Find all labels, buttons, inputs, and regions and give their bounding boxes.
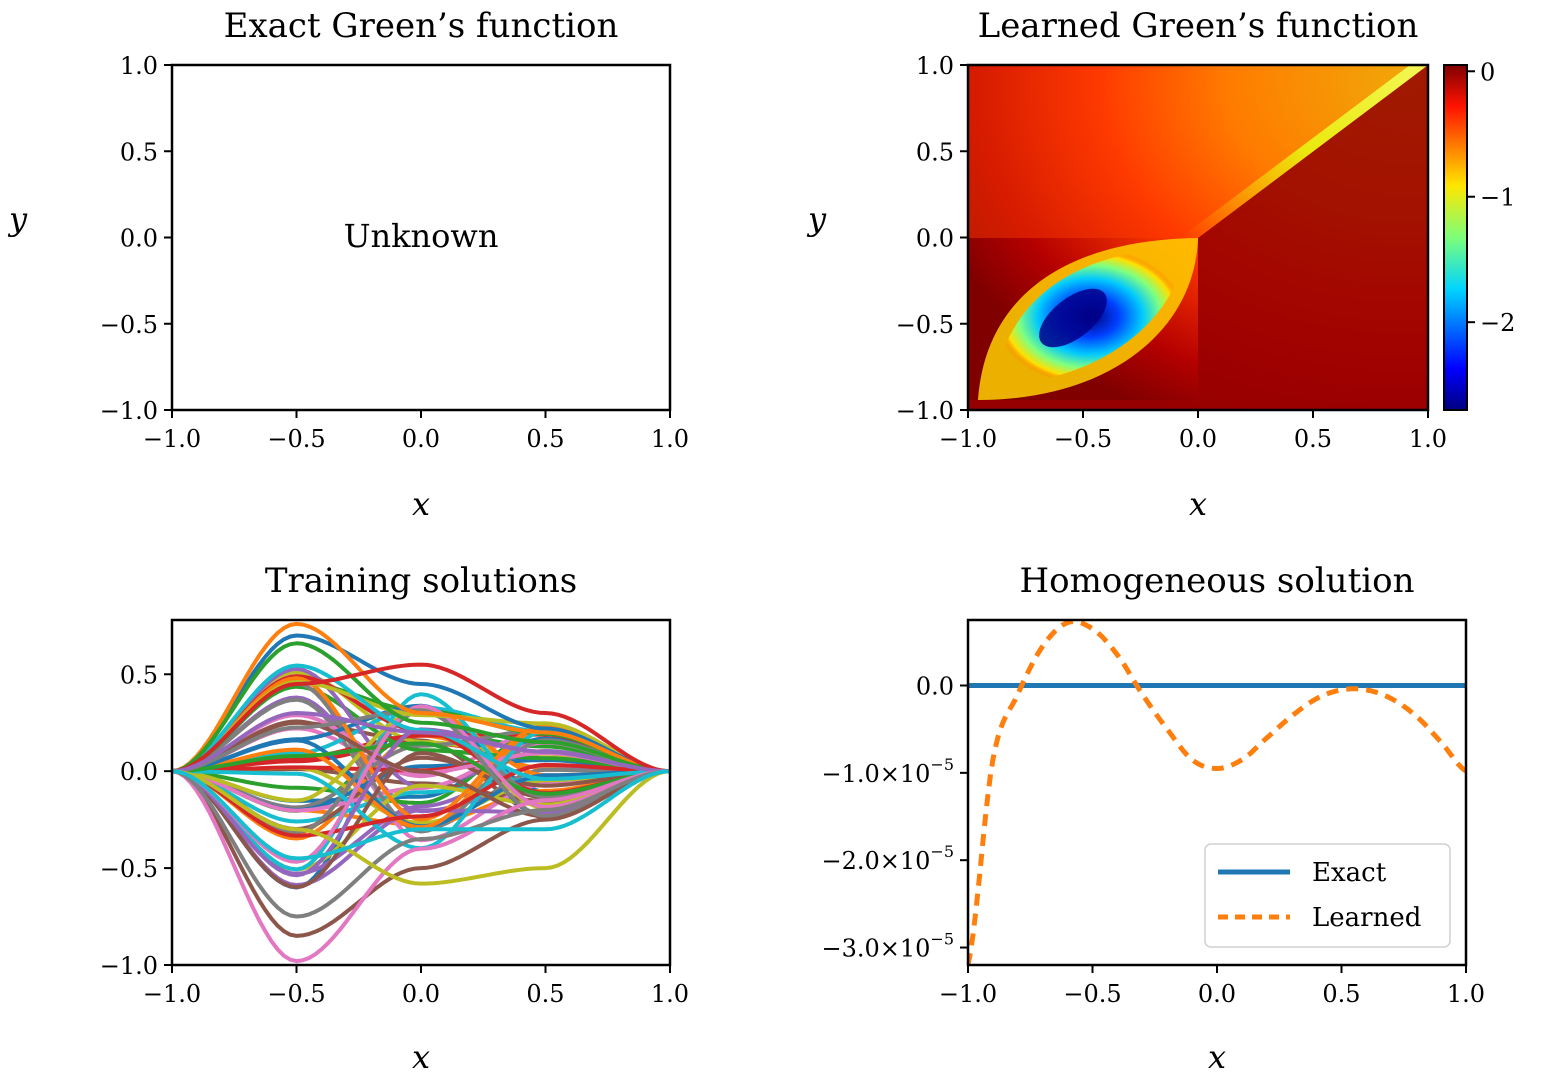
colorbar-gradient	[1443, 64, 1468, 411]
panel3-ytick-label: 0.5	[120, 661, 158, 689]
colorbar-tick-label: −1	[1480, 184, 1515, 212]
panel3-ytick-label: −1.0	[100, 952, 158, 980]
panel2-xtick-label: 0.0	[1179, 425, 1217, 453]
training-series-line	[172, 663, 670, 781]
panel4-ytick-exponent: −5	[930, 930, 954, 949]
panel4-ytick-exponent: −5	[930, 842, 954, 861]
panel1-ticks: −1.0 −0.5 0.0 0.5 1.0 1.0 0.5 0.0 −0.5 −1.0	[100, 52, 689, 453]
panel2-heatmap	[968, 65, 1428, 410]
training-series-line	[172, 769, 670, 919]
panel4-xtick-label: 0.5	[1322, 980, 1360, 1008]
training-series-line	[172, 633, 670, 774]
colorbar-tick-label: 0	[1480, 58, 1495, 86]
panel1-ytick-label: 0.0	[120, 225, 158, 253]
training-series-line	[172, 662, 670, 774]
panel2-ytick-label: 1.0	[916, 52, 954, 80]
panel3-xtick-label: 0.0	[402, 980, 440, 1008]
panel2-xtick-label: 1.0	[1409, 425, 1447, 453]
panel4-xtick-label: −0.5	[1063, 980, 1121, 1008]
panel3-title: Training solutions	[265, 561, 577, 601]
panel1-title: Exact Green’s function	[224, 6, 619, 46]
panel1-xtick-label: 1.0	[651, 425, 689, 453]
panel3-xtick-label: −1.0	[143, 980, 201, 1008]
panel-exact-greens: Exact Green’s function Unknown x y −1.0−…	[7, 6, 689, 523]
panel4-ytick-label: −2.0×10−5	[821, 842, 954, 875]
panel2-ticks: −1.0 −0.5 0.0 0.5 1.0 1.0 0.5 0.0 −0.5 −1.0	[896, 52, 1447, 453]
panel1-ytick-label: 0.5	[120, 138, 158, 166]
training-series-line	[172, 741, 670, 796]
panel4-ytick-label: 0.0	[916, 673, 954, 701]
panel1-ytick-label: 1.0	[120, 52, 158, 80]
training-series-line	[172, 769, 670, 938]
panel3-ticks: −1.0 −0.5 0.0 0.5 1.0 0.5 0.0 −0.5 −1.0	[100, 661, 689, 1008]
training-series-line	[172, 762, 670, 838]
colorbar-ticks: 0 −1 −2	[1467, 58, 1515, 337]
panel2-ytick-label: 0.5	[916, 138, 954, 166]
training-series-line	[172, 708, 670, 818]
training-series-line	[172, 711, 670, 774]
colorbar: 0 −1 −2	[1443, 58, 1515, 411]
panel1-xtick-label: 0.5	[526, 425, 564, 453]
panel1-annotation: Unknown	[344, 217, 499, 255]
panel4-ticks: −1.0 −0.5 0.0 0.5 1.0 0.0 −1.0×10−5 −2.0×10−5 −3…	[821, 673, 1485, 1008]
panel4-xtick-label: 0.0	[1198, 980, 1236, 1008]
legend-learned-label: Learned	[1312, 903, 1421, 933]
panel1-xtick-label: 0.0	[402, 425, 440, 453]
training-series-line	[172, 769, 670, 964]
panel2-title: Learned Green’s function	[978, 6, 1419, 46]
training-series-line	[172, 769, 670, 861]
panel1-xtick-label: −0.5	[267, 425, 325, 453]
training-series-line	[172, 769, 670, 886]
panel3-xlabel: x	[412, 1038, 430, 1076]
heatmap-diagonal-ridge	[1180, 65, 1428, 238]
panel4-title: Homogeneous solution	[1020, 561, 1415, 601]
panel2-ytick-label: −1.0	[896, 397, 954, 425]
legend-exact-label: Exact	[1312, 858, 1387, 888]
training-series-line	[172, 621, 670, 774]
panel-learned-greens: Learned Green’s function x y −1.0 −0.5 0.0…	[806, 6, 1515, 523]
panel4-ytick-exponent: −5	[930, 755, 954, 774]
panel4-xtick-label: 1.0	[1447, 980, 1485, 1008]
panel-training-solutions: Training solutions x −1.0 −0.5 0.0 0.5 1.0 0.…	[100, 561, 689, 1076]
heatmap-upper-region	[968, 65, 1428, 238]
heatmap-lower-right-region	[968, 65, 1428, 410]
training-series-line	[172, 641, 670, 774]
panel2-xlabel: x	[1189, 485, 1207, 523]
panel2-ytick-label: 0.0	[916, 225, 954, 253]
panel4-xtick-label: −1.0	[939, 980, 997, 1008]
panel1-ylabel: y	[7, 200, 28, 238]
panel1-ytick-label: −0.5	[100, 311, 158, 339]
panel2-xtick-label: 0.5	[1294, 425, 1332, 453]
panel4-xlabel: x	[1208, 1038, 1226, 1076]
panel4-ytick-label: −1.0×10−5	[821, 755, 954, 788]
panel3-xtick-label: 1.0	[651, 980, 689, 1008]
panel3-xtick-label: −0.5	[267, 980, 325, 1008]
training-series-group	[172, 621, 670, 964]
colorbar-tick-label: −2	[1480, 309, 1515, 337]
legend: Exact Learned	[1204, 843, 1451, 948]
panel4-ytick-label: −3.0×10−5	[821, 930, 954, 963]
homogeneous-series-group	[968, 620, 1466, 965]
panel1-xlabel: x	[412, 485, 430, 523]
panel2-ytick-label: −0.5	[896, 311, 954, 339]
panel2-xtick-label: −1.0	[939, 425, 997, 453]
panel2-xtick-label: −0.5	[1054, 425, 1112, 453]
panel3-ytick-label: 0.0	[120, 758, 158, 786]
series-learned-line	[968, 620, 1466, 965]
panel2-ylabel: y	[806, 200, 827, 238]
panel3-xtick-label: 0.5	[526, 980, 564, 1008]
panel1-ytick-label: −1.0	[100, 397, 158, 425]
panel1-xtick-label: −1.0	[143, 425, 201, 453]
panel-homogeneous-solution: Homogeneous solution x −1.0 −0.5 0.0 0.5 1.0…	[821, 561, 1485, 1076]
heatmap-minimum	[1039, 288, 1107, 348]
panel3-ytick-label: −0.5	[100, 855, 158, 883]
